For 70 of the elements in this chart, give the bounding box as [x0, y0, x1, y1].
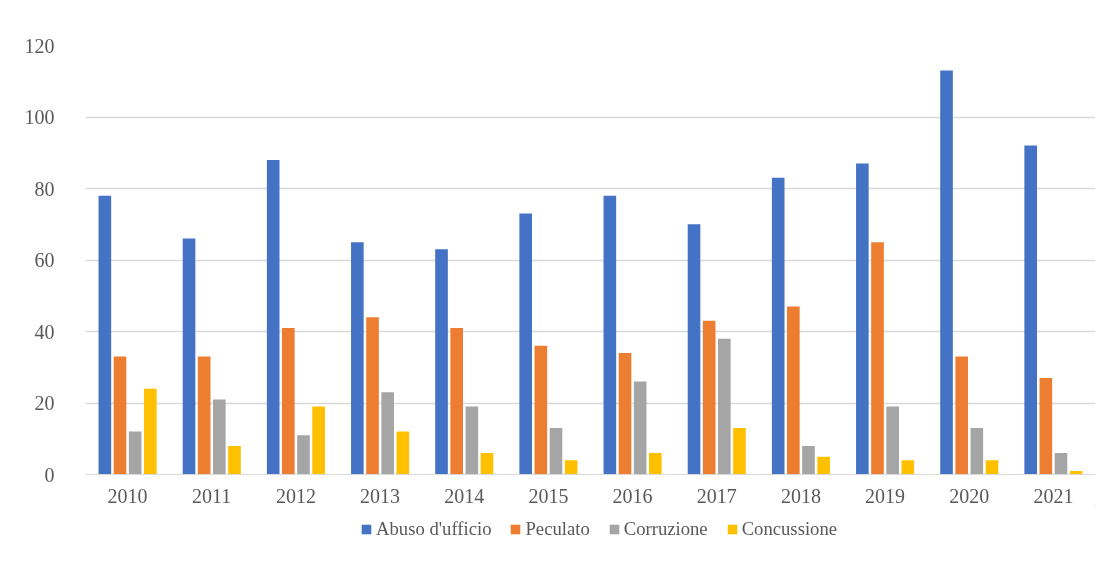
legend-label: Corruzione [623, 518, 708, 540]
y-tick-label: 40 [34, 320, 55, 343]
bar [856, 163, 869, 475]
y-tick-label: 60 [34, 249, 55, 271]
bar [633, 381, 647, 475]
bar [435, 249, 448, 475]
bar [733, 428, 746, 475]
bar [228, 445, 241, 475]
x-tick-label: 2017 [696, 484, 737, 507]
x-tick-label: 2013 [360, 484, 401, 507]
bar [871, 242, 884, 475]
bar [687, 224, 701, 475]
x-tick-label: 2011 [192, 484, 232, 507]
x-tick-label: 2021 [1033, 484, 1074, 507]
bar [381, 392, 394, 475]
bar [182, 238, 196, 475]
bar [98, 195, 112, 475]
bar [718, 338, 731, 475]
x-tick-label: 2019 [865, 484, 906, 507]
bar [213, 399, 226, 475]
bar [901, 460, 915, 475]
bar [603, 195, 617, 475]
bar [366, 317, 379, 475]
legend-label: Concussione [741, 518, 838, 540]
x-tick-label: 2018 [780, 484, 821, 507]
bar [519, 213, 532, 475]
bar [618, 352, 632, 475]
bar [886, 406, 899, 475]
bar [396, 431, 410, 475]
bar [649, 453, 662, 475]
legend-label: Peculato [525, 518, 590, 540]
bar [128, 431, 142, 475]
bar [197, 356, 211, 475]
y-tick-label: 100 [24, 106, 55, 128]
x-tick-label: 2014 [444, 484, 485, 507]
bar [940, 70, 953, 475]
bar [955, 356, 968, 475]
x-tick-label: 2015 [528, 484, 569, 507]
x-tick-label: 2012 [275, 484, 316, 507]
bar [297, 435, 310, 475]
bar [534, 345, 548, 475]
y-tick-label: 0 [44, 463, 55, 486]
x-tick-label: 2016 [612, 484, 653, 507]
legend-label: Abuso d'ufficio [376, 518, 492, 540]
bar [1039, 377, 1053, 475]
bar [549, 428, 563, 475]
bar [266, 159, 280, 475]
bar [1054, 453, 1068, 475]
y-tick-label: 120 [24, 34, 55, 57]
bar [771, 177, 785, 475]
bar [113, 356, 127, 475]
bar [282, 327, 295, 475]
bar [351, 242, 364, 475]
x-tick-label: 2010 [107, 484, 148, 507]
bar [802, 445, 815, 475]
bar [465, 406, 479, 475]
bar [564, 460, 578, 475]
bar [817, 456, 830, 475]
bar [970, 428, 984, 475]
bar [480, 453, 494, 475]
y-tick-label: 20 [34, 392, 55, 414]
bar [1024, 145, 1037, 475]
bar [144, 388, 157, 475]
bar [702, 320, 716, 475]
bar [450, 327, 463, 475]
bar [312, 406, 325, 475]
bar [787, 306, 800, 475]
y-tick-label: 80 [34, 177, 55, 200]
x-tick-label: 2020 [949, 484, 990, 507]
bar [985, 460, 999, 475]
